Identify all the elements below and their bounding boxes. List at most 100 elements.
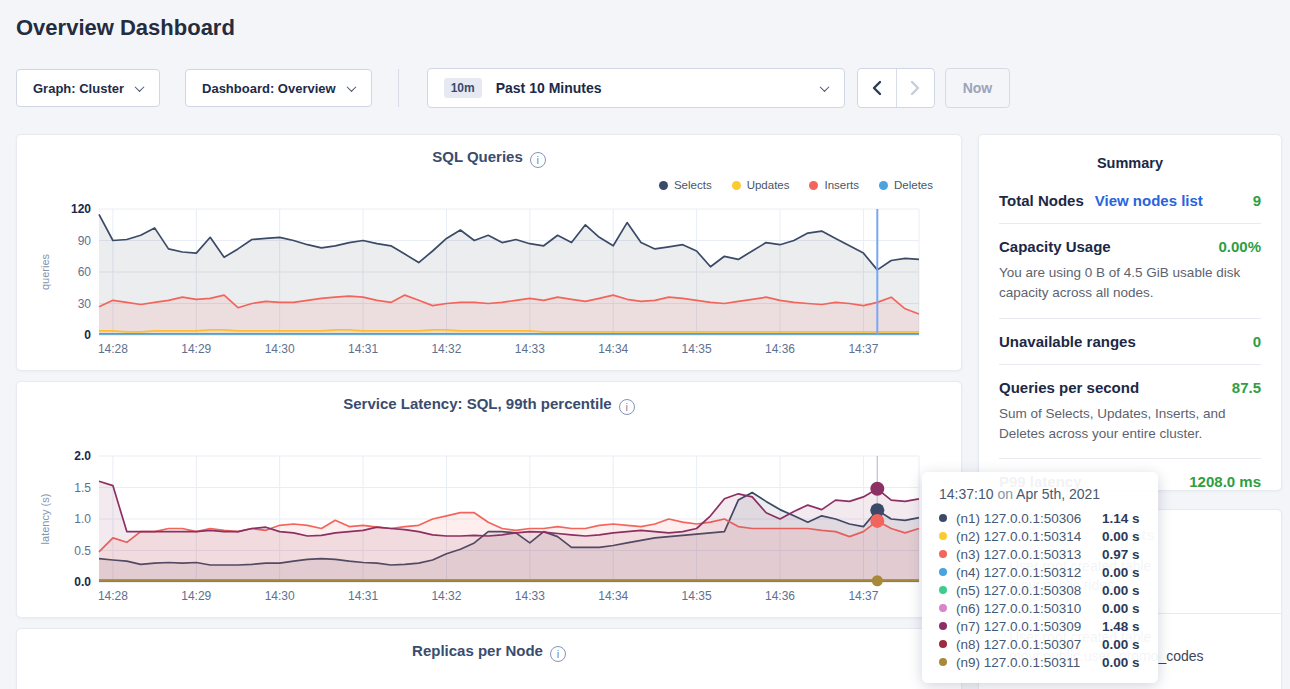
tooltip-date: Apr 5th, 2021 (1016, 486, 1100, 502)
tooltip-node-value: 0.00 s (1102, 529, 1140, 544)
prev-time-button[interactable] (858, 69, 896, 107)
chevron-down-icon (819, 82, 829, 92)
svg-text:0: 0 (84, 328, 91, 342)
legend-label: Updates (747, 179, 790, 191)
tooltip-node-value: 1.48 s (1102, 619, 1140, 634)
capacity-value: 0.00% (1218, 238, 1261, 255)
series-dot-icon (939, 622, 947, 630)
series-dot-icon (939, 550, 947, 558)
charts-column: SQL Queries i Selects Updates Inserts Del… (16, 134, 962, 689)
chart-title-text: SQL Queries (432, 148, 523, 165)
chart-title: Service Latency: SQL, 99th percentile i (17, 395, 961, 415)
tooltip-node-label: (n7) 127.0.0.1:50309 (956, 619, 1102, 634)
svg-text:60: 60 (78, 265, 92, 279)
dashboard-dropdown[interactable]: Dashboard: Overview (185, 69, 372, 107)
divider (999, 458, 1261, 459)
sql-queries-chart-panel: SQL Queries i Selects Updates Inserts Del… (16, 134, 962, 371)
svg-text:14:34: 14:34 (598, 342, 628, 356)
graph-dropdown[interactable]: Graph: Cluster (16, 69, 160, 107)
tooltip-row: (n1) 127.0.0.1:50306 1.14 s (939, 509, 1144, 527)
sql-queries-chart[interactable]: 14:2814:2914:3014:3114:3214:3314:3414:35… (35, 201, 947, 359)
tooltip-conjunction: on (997, 486, 1013, 502)
svg-text:14:36: 14:36 (765, 342, 795, 356)
unavailable-ranges-label: Unavailable ranges (999, 333, 1136, 350)
legend-item[interactable]: Updates (732, 179, 790, 191)
tooltip-node-value: 1.14 s (1102, 511, 1140, 526)
series-dot-icon (939, 604, 947, 612)
tooltip-timestamp: 14:37:10 on Apr 5th, 2021 (939, 486, 1144, 502)
tooltip-node-label: (n3) 127.0.0.1:50313 (956, 547, 1102, 562)
series-dot-icon (939, 568, 947, 576)
qps-description: Sum of Selects, Updates, Inserts, and De… (999, 404, 1261, 445)
series-dot-icon (939, 514, 947, 522)
svg-text:14:37: 14:37 (848, 589, 878, 603)
svg-text:latency (s): latency (s) (39, 494, 51, 545)
svg-text:14:32: 14:32 (431, 589, 461, 603)
legend-item[interactable]: Selects (659, 179, 712, 191)
svg-text:1.0: 1.0 (74, 512, 91, 526)
chart-title: Replicas per Nodei (17, 642, 961, 662)
info-icon[interactable]: i (530, 152, 546, 168)
legend-dot-icon (732, 181, 741, 190)
tooltip-node-value: 0.97 s (1102, 547, 1140, 562)
svg-text:14:34: 14:34 (598, 589, 628, 603)
svg-text:0.0: 0.0 (74, 575, 91, 589)
svg-text:14:35: 14:35 (682, 342, 712, 356)
svg-text:queries: queries (39, 253, 51, 290)
svg-text:14:37: 14:37 (848, 342, 878, 356)
svg-text:1.5: 1.5 (74, 481, 91, 495)
service-latency-chart[interactable]: 14:2814:2914:3014:3114:3214:3314:3414:35… (35, 448, 947, 606)
tooltip-row: (n3) 127.0.0.1:50313 0.97 s (939, 545, 1144, 563)
summary-row-total-nodes: Total Nodes View nodes list 9 (999, 192, 1261, 209)
chart-head: Replicas per Nodei (17, 629, 961, 689)
chevron-right-icon (909, 80, 921, 96)
summary-row-unavailable-ranges: Unavailable ranges 0 (999, 333, 1261, 350)
replicas-per-node-chart-panel: Replicas per Nodei (16, 628, 962, 689)
next-time-button[interactable] (896, 69, 934, 107)
graph-dropdown-label: Graph: Cluster (33, 81, 124, 96)
qps-value: 87.5 (1232, 379, 1261, 396)
svg-text:120: 120 (71, 202, 91, 216)
service-latency-chart-panel: Service Latency: SQL, 99th percentile i 1… (16, 381, 962, 618)
summary-row-qps: Queries per second 87.5 (999, 379, 1261, 396)
view-nodes-list-link[interactable]: View nodes list (1095, 192, 1203, 209)
time-range-label: Past 10 Minutes (496, 80, 602, 96)
controls-divider (398, 69, 399, 107)
chevron-down-icon (135, 82, 145, 92)
chevron-down-icon (346, 82, 356, 92)
tooltip-row: (n7) 127.0.0.1:50309 1.48 s (939, 617, 1144, 635)
svg-text:14:36: 14:36 (765, 589, 795, 603)
svg-text:14:35: 14:35 (682, 589, 712, 603)
legend-dot-icon (879, 181, 888, 190)
chart-title-text: Service Latency: SQL, 99th percentile (343, 395, 611, 412)
svg-text:14:29: 14:29 (181, 589, 211, 603)
tooltip-row: (n9) 127.0.0.1:50311 0.00 s (939, 653, 1144, 671)
legend-label: Deletes (894, 179, 933, 191)
tooltip-rows: (n1) 127.0.0.1:50306 1.14 s (n2) 127.0.0… (939, 509, 1144, 671)
time-pager (857, 68, 935, 108)
info-icon[interactable]: i (550, 646, 566, 662)
capacity-description: You are using 0 B of 4.5 GiB usable disk… (999, 263, 1261, 304)
capacity-label: Capacity Usage (999, 238, 1111, 255)
svg-text:14:30: 14:30 (265, 589, 295, 603)
tooltip-time: 14:37:10 (939, 486, 994, 502)
time-range-picker[interactable]: 10m Past 10 Minutes (427, 68, 845, 108)
legend-item[interactable]: Deletes (879, 179, 933, 191)
tooltip-node-label: (n8) 127.0.0.1:50307 (956, 637, 1102, 652)
chart-legend: Selects Updates Inserts Deletes (659, 179, 933, 191)
legend-label: Selects (674, 179, 712, 191)
svg-text:14:30: 14:30 (265, 342, 295, 356)
svg-text:14:33: 14:33 (515, 342, 545, 356)
svg-text:2.0: 2.0 (74, 449, 91, 463)
svg-text:14:28: 14:28 (98, 589, 128, 603)
legend-item[interactable]: Inserts (809, 179, 859, 191)
now-button[interactable]: Now (945, 68, 1011, 108)
tooltip-node-value: 0.00 s (1102, 637, 1140, 652)
dashboard-dropdown-label: Dashboard: Overview (202, 81, 336, 96)
p99-value: 1208.0 ms (1189, 473, 1261, 490)
info-icon[interactable]: i (619, 399, 635, 415)
svg-text:30: 30 (78, 297, 92, 311)
divider (999, 223, 1261, 224)
tooltip-node-value: 0.00 s (1102, 565, 1140, 580)
chart-title: SQL Queries i (17, 148, 961, 168)
